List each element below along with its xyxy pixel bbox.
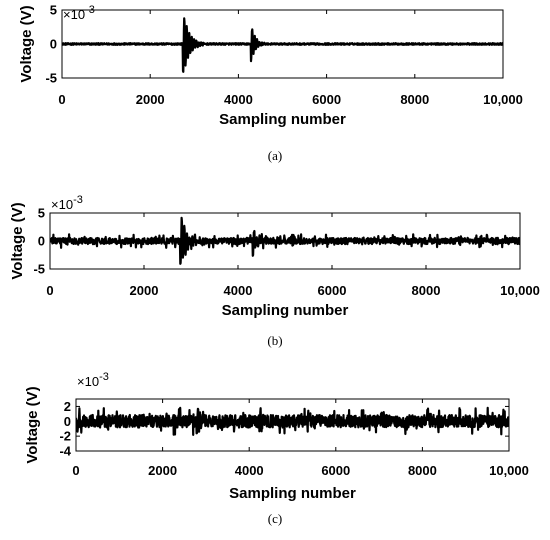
y-exponent-label: ×10-3 [77,371,109,389]
x-tick-label: 10,000 [500,283,540,298]
y-exponent-label: ×10-3 [51,194,83,212]
x-tick-label: 4000 [224,283,253,298]
y-tick-label: 5 [38,206,45,221]
x-tick-label: 8000 [412,283,441,298]
chart-panel-3: 0 2000 4000 6000 8000 10,000-4-202×10-3Sampli… [24,371,529,526]
y-tick-label: -5 [45,71,57,86]
x-tick-label: 6000 [318,283,347,298]
y-tick-label: -4 [59,444,71,459]
signal-line [62,17,503,73]
signal-line [50,216,520,265]
y-tick-label: 0 [38,234,45,249]
x-axis-label: Sampling number [219,111,346,128]
y-tick-label: 0 [64,414,71,429]
x-tick-label: 6000 [321,463,350,478]
y-tick-label: 5 [50,3,57,18]
x-tick-label: 8000 [400,92,429,107]
x-tick-label: 0 [58,92,65,107]
x-tick-label: 2000 [148,463,177,478]
signal-line [76,406,509,436]
x-tick-label: 10,000 [483,92,523,107]
x-tick-label: 0 [46,283,53,298]
x-tick-label: 8000 [408,463,437,478]
x-tick-label: 2000 [130,283,159,298]
y-exponent-label: ×10-3 [63,4,95,22]
y-tick-label: 2 [64,399,71,414]
x-tick-label: 10,000 [489,463,529,478]
panel-label: (c) [268,511,282,526]
x-tick-label: 4000 [235,463,264,478]
x-tick-label: 0 [72,463,79,478]
y-tick-label: 0 [50,37,57,52]
plot-frame [75,398,510,452]
y-tick-label: -2 [59,429,71,444]
x-tick-label: 2000 [136,92,165,107]
y-axis-label: Voltage (V) [18,5,35,82]
panel-label: (b) [267,333,282,348]
y-axis-label: Voltage (V) [24,386,41,463]
y-axis-label: Voltage (V) [9,202,26,279]
panel-label: (a) [268,148,282,163]
x-axis-label: Sampling number [222,302,349,319]
y-tick-label: -5 [33,262,45,277]
chart-panel-2: 0 2000 4000 6000 8000 10,000-505×10-3Sampling… [9,194,540,348]
chart-panel-1: 0 2000 4000 6000 8000 10,000-505 ×10-3Sampling… [18,3,523,164]
x-tick-label: 4000 [224,92,253,107]
x-tick-label: 6000 [312,92,341,107]
x-axis-label: Sampling number [229,485,356,502]
